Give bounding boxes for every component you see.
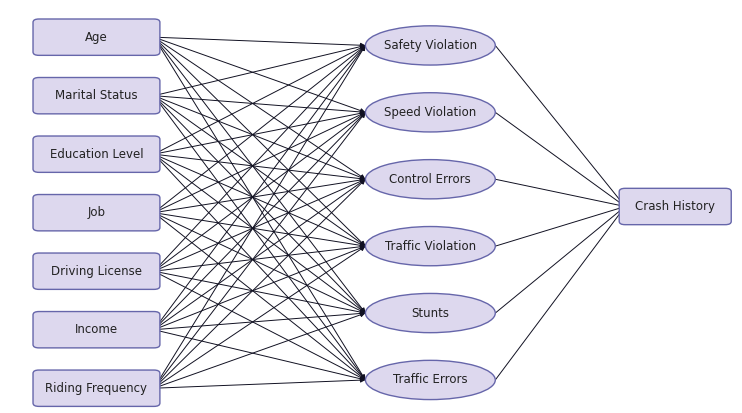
FancyBboxPatch shape (620, 188, 732, 225)
Text: Riding Frequency: Riding Frequency (45, 382, 148, 395)
FancyBboxPatch shape (33, 253, 160, 290)
Text: Income: Income (75, 323, 118, 336)
Text: Age: Age (85, 31, 108, 44)
Ellipse shape (365, 26, 496, 65)
FancyBboxPatch shape (33, 370, 160, 406)
Text: Stunts: Stunts (411, 306, 450, 320)
FancyBboxPatch shape (33, 78, 160, 114)
Text: Education Level: Education Level (50, 148, 143, 161)
Text: Marital Status: Marital Status (55, 89, 138, 102)
FancyBboxPatch shape (33, 311, 160, 348)
Text: Traffic Errors: Traffic Errors (393, 373, 467, 387)
Ellipse shape (365, 93, 496, 132)
Ellipse shape (365, 293, 496, 333)
Text: Job: Job (88, 206, 105, 219)
Text: Control Errors: Control Errors (390, 173, 471, 186)
Text: Crash History: Crash History (635, 200, 715, 213)
FancyBboxPatch shape (33, 136, 160, 172)
Text: Traffic Violation: Traffic Violation (385, 240, 476, 253)
Ellipse shape (365, 159, 496, 199)
FancyBboxPatch shape (33, 195, 160, 231)
FancyBboxPatch shape (33, 19, 160, 55)
Ellipse shape (365, 226, 496, 266)
Text: Safety Violation: Safety Violation (384, 39, 477, 52)
Ellipse shape (365, 360, 496, 400)
Text: Driving License: Driving License (51, 265, 142, 278)
Text: Speed Violation: Speed Violation (384, 106, 476, 119)
